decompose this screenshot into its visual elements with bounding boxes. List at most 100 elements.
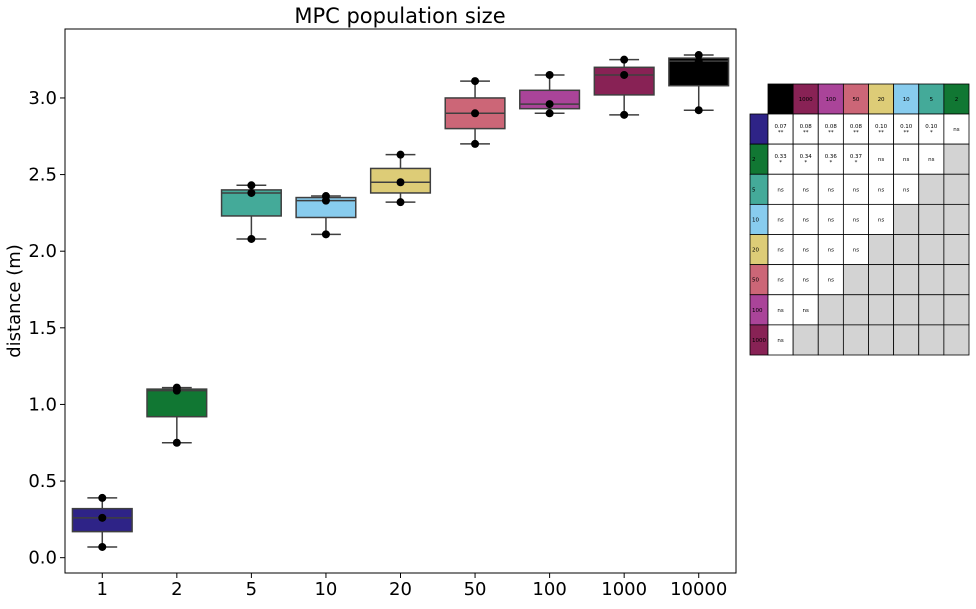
table-cell-line: ns (828, 248, 834, 254)
x-tick-label: 5 (246, 579, 257, 600)
table-cell (868, 234, 895, 266)
table-row-header-label: 50 (752, 278, 759, 284)
table-cell (893, 173, 920, 205)
data-point (247, 234, 256, 243)
x-tick-label: 1000 (601, 579, 647, 600)
table-row-header-label: 20 (752, 248, 759, 254)
table-cell (893, 294, 920, 326)
table-row-header-label: 1000 (752, 338, 766, 344)
table-cell-line: ns (777, 248, 783, 254)
data-point (321, 230, 330, 239)
table-cell-label: ns (777, 248, 783, 254)
data-point (396, 198, 405, 207)
table-cell-line: 0.10 (925, 124, 938, 130)
table-cell (893, 143, 920, 175)
table-cell-label: 0.10 ** (900, 124, 913, 136)
table-cell-label: ns (878, 157, 884, 163)
data-point (471, 109, 480, 118)
table-cell (792, 264, 819, 296)
table-cell (943, 113, 970, 145)
table-cell-line: 0.08 (825, 124, 838, 130)
data-point (620, 70, 629, 79)
box-10 (295, 192, 357, 239)
table-cell (817, 173, 844, 205)
table-cell-label: ns (803, 278, 809, 284)
plot-frame (64, 28, 737, 574)
y-tick-label: 2.5 (28, 165, 57, 186)
table-cell-line: ns (803, 278, 809, 284)
table-cell (918, 234, 945, 266)
table-cell-line: ns (853, 187, 859, 193)
table-cell-line: 0.10 (900, 124, 913, 130)
y-tick-label: 2.0 (28, 241, 57, 262)
box-100 (519, 70, 581, 118)
data-point (471, 139, 480, 148)
data-point (694, 57, 703, 66)
table-cell (893, 324, 920, 356)
table-cell-line: 0.08 (800, 124, 813, 130)
table-cell-line: ** (903, 130, 909, 136)
table-cell-label: ns (853, 187, 859, 193)
table-cell-label: ns (853, 217, 859, 223)
y-tick-label: 3.0 (28, 88, 57, 109)
table-cell-line: ns (928, 157, 934, 163)
table-cell-line: ** (803, 130, 809, 136)
table-cell-line: ns (828, 278, 834, 284)
table-cell (918, 173, 945, 205)
table-cell (943, 143, 970, 175)
table-cell (842, 113, 869, 145)
table-cell (868, 173, 895, 205)
x-tick-label: 100 (532, 579, 566, 600)
x-tick-label: 10000 (670, 579, 727, 600)
table-cell-label: ns (803, 308, 809, 314)
table-cell-line: 0.08 (850, 124, 863, 130)
table-row-header-label: 2 (752, 157, 756, 163)
table-cell-line: 0.07 (774, 124, 787, 130)
table-cell (943, 324, 970, 356)
table-cell (842, 324, 869, 356)
data-point (172, 438, 181, 447)
data-point (247, 188, 256, 197)
x-tick-label: 20 (389, 579, 412, 600)
box-2 (146, 383, 208, 447)
table-cell (943, 264, 970, 296)
table-cell (943, 234, 970, 266)
data-point (247, 181, 256, 190)
table-cell-line: * (829, 160, 832, 166)
table-cell-line: ns (853, 248, 859, 254)
y-tick-label: 1.5 (28, 318, 57, 339)
table-cell-line: ** (878, 130, 884, 136)
table-cell (767, 294, 794, 326)
table-cell-line: ns (803, 248, 809, 254)
table-cell-label: 0.36 * (825, 154, 838, 166)
table-cell-label: ns (878, 217, 884, 223)
table-cell-line: ns (777, 217, 783, 223)
table-cell (943, 203, 970, 235)
table-cell (868, 294, 895, 326)
box-10000 (668, 51, 730, 115)
table-col-header-label: 5 (930, 97, 934, 103)
table-cell-label: 0.07 ** (774, 124, 787, 136)
table-cell-label: ns (777, 338, 783, 344)
table-col-header-label: 1000 (799, 97, 813, 103)
table-col-header (943, 83, 970, 115)
data-point (545, 70, 554, 79)
table-cell (868, 143, 895, 175)
table-cell-line: ** (828, 130, 834, 136)
x-tick-label: 50 (464, 579, 487, 600)
table-cell (792, 173, 819, 205)
data-point (694, 51, 703, 60)
table-col-header-label: 100 (826, 97, 837, 103)
table-cell-label: ns (828, 248, 834, 254)
box-50 (444, 77, 506, 148)
y-tick-label: 1.0 (28, 394, 57, 415)
data-point (98, 493, 107, 502)
y-tick-label: 0.5 (28, 471, 57, 492)
chart-title: MPC population size (294, 4, 505, 28)
table-cell-label: ns (803, 248, 809, 254)
table-cell (842, 143, 869, 175)
data-point (620, 110, 629, 119)
table-cell-line: 0.10 (875, 124, 888, 130)
table-cell-label: 0.08 ** (800, 124, 813, 136)
